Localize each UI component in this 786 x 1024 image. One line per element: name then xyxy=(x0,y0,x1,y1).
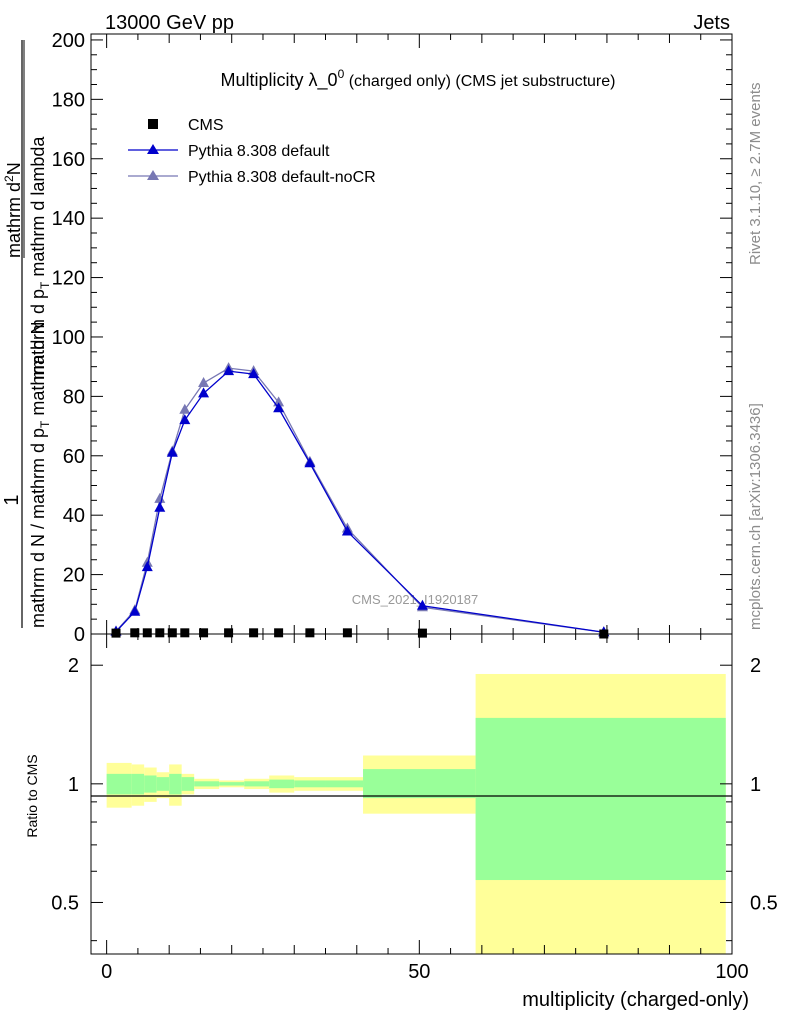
x-tick-label: 0 xyxy=(101,961,112,983)
cms-data-point xyxy=(111,628,121,638)
main-y-tick-label: 0 xyxy=(74,624,85,646)
main-y-tick-label: 60 xyxy=(63,446,85,468)
ratio-uncertainty-bands xyxy=(106,673,726,954)
ylabel-inner-denominator: mathrm d pT mathrm d lambda xyxy=(28,136,52,380)
series-point xyxy=(248,368,260,379)
series-point xyxy=(341,525,353,536)
legend-default-label: Pythia 8.308 default xyxy=(188,143,330,160)
ratio-inner-band xyxy=(144,775,157,793)
x-tick-label: 50 xyxy=(408,961,430,983)
legend-cms-label: CMS xyxy=(188,117,224,134)
ratio-inner-band xyxy=(294,780,326,788)
process-label: Jets xyxy=(693,12,730,34)
cms-data-point xyxy=(249,628,259,638)
main-plot-panel: 0 20 40 60 80 100 120 140 160 180 200 Multiplicity… xyxy=(52,30,733,646)
ratio-inner-band xyxy=(325,780,364,788)
cms-data-point xyxy=(274,628,284,638)
series-layer xyxy=(110,362,610,639)
ratio-inner-band xyxy=(181,777,195,791)
series-point xyxy=(198,387,210,398)
legend: CMS Pythia 8.308 default Pythia 8.308 de… xyxy=(128,117,376,186)
main-y-ticks: 0 20 40 60 80 100 120 140 160 180 200 xyxy=(52,30,732,646)
series-line xyxy=(115,370,604,633)
ylabel-inner-numerator: mathrm d2N xyxy=(2,162,24,258)
ratio-inner-band xyxy=(194,781,220,787)
main-y-tick-label: 160 xyxy=(52,149,85,171)
ratio-y-tick-label-right: 0.5 xyxy=(750,892,778,914)
ratio-y-tick-label-left: 1 xyxy=(68,774,79,796)
cms-data-point xyxy=(167,628,177,638)
main-y-tick-label: 200 xyxy=(52,30,85,52)
ratio-y-ticks: 0.5 0.5 1 1 2 2 xyxy=(51,655,778,942)
cms-data-point xyxy=(142,628,152,638)
series-point xyxy=(166,446,178,457)
ratio-x-ticks: 0 50 100 xyxy=(101,634,749,983)
main-y-tick-label: 100 xyxy=(52,327,85,349)
main-y-tick-label: 120 xyxy=(52,268,85,290)
ratio-inner-band xyxy=(169,773,182,795)
ratio-inner-band xyxy=(219,782,245,786)
cms-data-point xyxy=(305,628,315,638)
cms-data-point xyxy=(155,628,165,638)
cms-data-point xyxy=(199,628,209,638)
x-tick-label: 100 xyxy=(715,961,748,983)
ratio-inner-band xyxy=(131,773,145,795)
legend-default-marker xyxy=(147,144,159,154)
series-point xyxy=(179,414,191,425)
x-axis-label: multiplicity (charged-only) xyxy=(522,989,749,1011)
plot-title: Multiplicity λ_00 (charged only) (CMS je… xyxy=(221,67,616,91)
main-y-tick-label: 40 xyxy=(63,505,85,527)
main-y-tick-label: 180 xyxy=(52,89,85,111)
main-y-tick-label: 140 xyxy=(52,208,85,230)
ratio-plot-frame xyxy=(90,633,733,955)
ratio-inner-band xyxy=(106,773,132,795)
ylabel-numerator: 1 xyxy=(1,494,23,505)
ratio-inner-band xyxy=(156,777,170,791)
series-point xyxy=(223,365,235,376)
series-point xyxy=(154,492,166,503)
series-point xyxy=(273,402,285,413)
cms-data-point xyxy=(180,628,190,638)
series-point xyxy=(198,377,210,388)
series-point xyxy=(179,403,191,414)
ratio-y-axis-label: Ratio to CMS xyxy=(24,754,40,837)
cms-data-point xyxy=(130,628,140,638)
rivet-version-label: Rivet 3.1.10, ≥ 2.7M events xyxy=(747,83,764,266)
ratio-inner-band xyxy=(269,779,295,789)
main-y-tick-label: 20 xyxy=(63,565,85,587)
energy-label: 13000 GeV pp xyxy=(105,12,234,34)
main-y-tick-label: 80 xyxy=(63,386,85,408)
ratio-y-tick-label-left: 2 xyxy=(68,655,79,677)
series-point xyxy=(141,561,153,572)
series-line xyxy=(115,367,604,633)
ylabel-denominator: mathrm d N / mathrm d pT mathrm d N xyxy=(28,322,52,628)
cms-data-point xyxy=(342,628,352,638)
series-point xyxy=(154,501,166,512)
series-point xyxy=(129,605,141,616)
ratio-y-tick-label-right: 1 xyxy=(750,774,761,796)
legend-cms-marker xyxy=(148,119,158,129)
legend-nocr-marker xyxy=(147,170,159,180)
ratio-y-tick-label-right: 2 xyxy=(750,655,761,677)
ratio-y-tick-label-left: 0.5 xyxy=(51,892,79,914)
series-point xyxy=(304,457,316,468)
ratio-plot-panel: 0.5 0.5 1 1 2 2 0 50 100 Ratio to CMS multiplic… xyxy=(24,633,778,1011)
mcplots-label: mcplots.cern.ch [arXiv:1306.3436] xyxy=(747,403,764,630)
ratio-inner-band xyxy=(363,769,476,799)
ratio-inner-band xyxy=(475,717,726,881)
ratio-inner-band xyxy=(244,781,270,787)
cms-data-point xyxy=(417,628,427,638)
main-y-axis-label: 1 mathrm d N / mathrm d pT mathrm d N ma… xyxy=(1,40,52,628)
series-point xyxy=(416,599,428,610)
legend-nocr-label: Pythia 8.308 default-noCR xyxy=(188,169,376,186)
cms-data-point xyxy=(224,628,234,638)
